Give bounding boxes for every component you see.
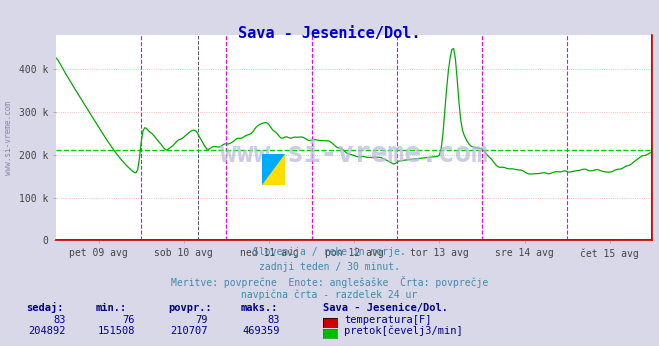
Text: sedaj:: sedaj:: [26, 302, 64, 313]
Text: min.:: min.:: [96, 303, 127, 313]
Text: www.si-vreme.com: www.si-vreme.com: [4, 101, 13, 175]
Text: 76: 76: [123, 315, 135, 325]
Text: 469359: 469359: [243, 326, 280, 336]
Text: 83: 83: [268, 315, 280, 325]
Text: 83: 83: [53, 315, 66, 325]
Text: Slovenija / reke in morje.: Slovenija / reke in morje.: [253, 247, 406, 257]
Polygon shape: [262, 154, 285, 185]
Text: 79: 79: [195, 315, 208, 325]
Text: navpična črta - razdelek 24 ur: navpična črta - razdelek 24 ur: [241, 290, 418, 300]
Text: pretok[čevelj3/min]: pretok[čevelj3/min]: [344, 326, 463, 336]
Text: 210707: 210707: [170, 326, 208, 336]
Text: Sava - Jesenice/Dol.: Sava - Jesenice/Dol.: [239, 26, 420, 41]
Text: Sava - Jesenice/Dol.: Sava - Jesenice/Dol.: [323, 303, 448, 313]
Text: 204892: 204892: [28, 326, 66, 336]
Text: Meritve: povprečne  Enote: anglešaške  Črta: povprečje: Meritve: povprečne Enote: anglešaške Črt…: [171, 276, 488, 288]
Polygon shape: [262, 154, 285, 185]
Text: temperatura[F]: temperatura[F]: [344, 315, 432, 325]
Text: povpr.:: povpr.:: [168, 303, 212, 313]
Text: zadnji teden / 30 minut.: zadnji teden / 30 minut.: [259, 262, 400, 272]
Text: maks.:: maks.:: [241, 303, 278, 313]
Text: www.si-vreme.com: www.si-vreme.com: [220, 140, 488, 168]
Text: 151508: 151508: [98, 326, 135, 336]
